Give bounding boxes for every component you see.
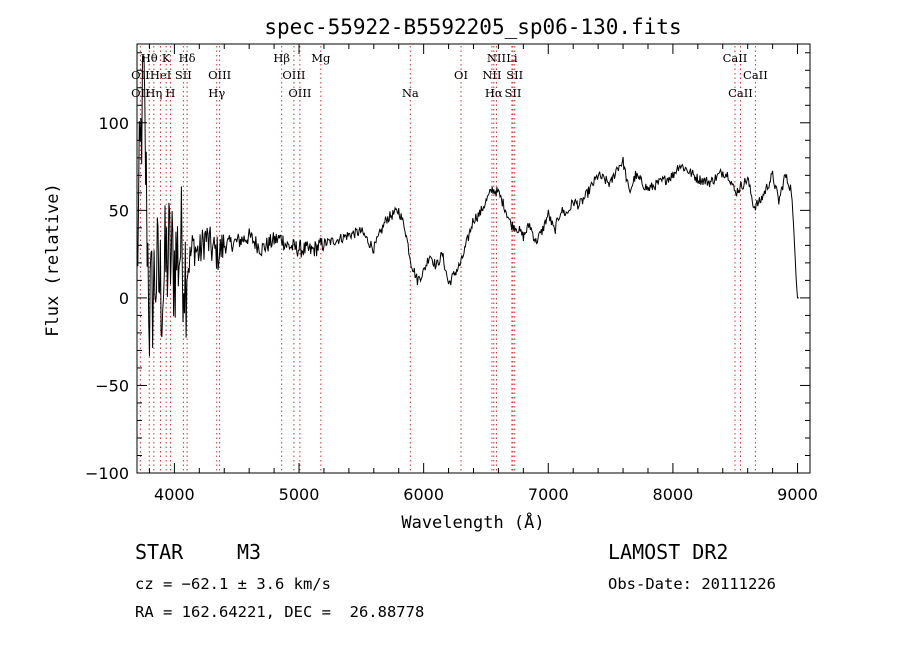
line-marker-label: OIII: [208, 68, 231, 82]
x-tick-label: 8000: [653, 485, 694, 504]
observation-date: Obs-Date: 20111226: [608, 575, 776, 593]
line-marker-label: Mg: [311, 51, 331, 65]
line-marker-label: CaII: [723, 51, 748, 65]
line-marker-label: H: [165, 86, 175, 100]
line-marker-label: Hθ: [141, 51, 158, 65]
x-tick-label: 7000: [528, 485, 569, 504]
y-tick-labels: −100 −50 0 50 100: [85, 114, 129, 483]
y-tick-label: 50: [109, 201, 129, 220]
line-marker-label: OII: [131, 68, 150, 82]
line-marker-label: HeI: [150, 68, 171, 82]
y-tick-label: 0: [119, 289, 129, 308]
spectral-line-markers: [139, 46, 756, 471]
line-marker-label: K: [162, 51, 171, 65]
y-tick-label: 100: [98, 114, 129, 133]
x-tick-label: 5000: [279, 485, 320, 504]
spectrum-line: [136, 55, 799, 357]
object-class: STAR: [135, 540, 184, 564]
line-marker-label: OIII: [288, 86, 311, 100]
x-tick-labels: 4000 5000 6000 7000 8000 9000: [154, 485, 818, 504]
line-marker-label: SII: [505, 86, 522, 100]
line-marker-label: SII: [175, 68, 192, 82]
line-marker-label: Hγ: [208, 86, 225, 100]
line-marker-label: Li: [506, 51, 518, 65]
y-tick-label: −100: [85, 464, 129, 483]
x-tick-label: 9000: [777, 485, 818, 504]
line-marker-label: SII: [506, 68, 523, 82]
line-marker-label: NII: [487, 51, 506, 65]
x-axis-label: Wavelength (Å): [401, 511, 544, 533]
line-marker-label: CaII: [728, 86, 753, 100]
line-marker-label: Hα: [485, 86, 503, 100]
plot-frame: [136, 43, 811, 474]
coordinates: RA = 162.64221, DEC = 26.88778: [135, 603, 425, 621]
line-marker-label: Na: [402, 86, 419, 100]
line-marker-label: Hη: [145, 86, 162, 100]
x-tick-label: 6000: [403, 485, 444, 504]
survey-name: LAMOST DR2: [608, 540, 729, 564]
line-marker-label: NII: [482, 68, 501, 82]
line-marker-label: CaII: [743, 68, 768, 82]
line-marker-label: Hβ: [273, 51, 290, 65]
y-axis-label: Flux (relative): [43, 183, 63, 337]
axis-ticks: [137, 44, 810, 474]
chart-title: spec-55922-B5592205_sp06-130.fits: [264, 15, 681, 39]
x-tick-label: 4000: [154, 485, 195, 504]
object-subclass: M3: [237, 540, 262, 564]
line-marker-label: OI: [454, 68, 468, 82]
y-tick-label: −50: [95, 376, 129, 395]
line-marker-label: Hδ: [179, 51, 196, 65]
line-marker-label: OIII: [282, 68, 305, 82]
redshift-velocity: cz = −62.1 ± 3.6 km/s: [135, 575, 331, 593]
